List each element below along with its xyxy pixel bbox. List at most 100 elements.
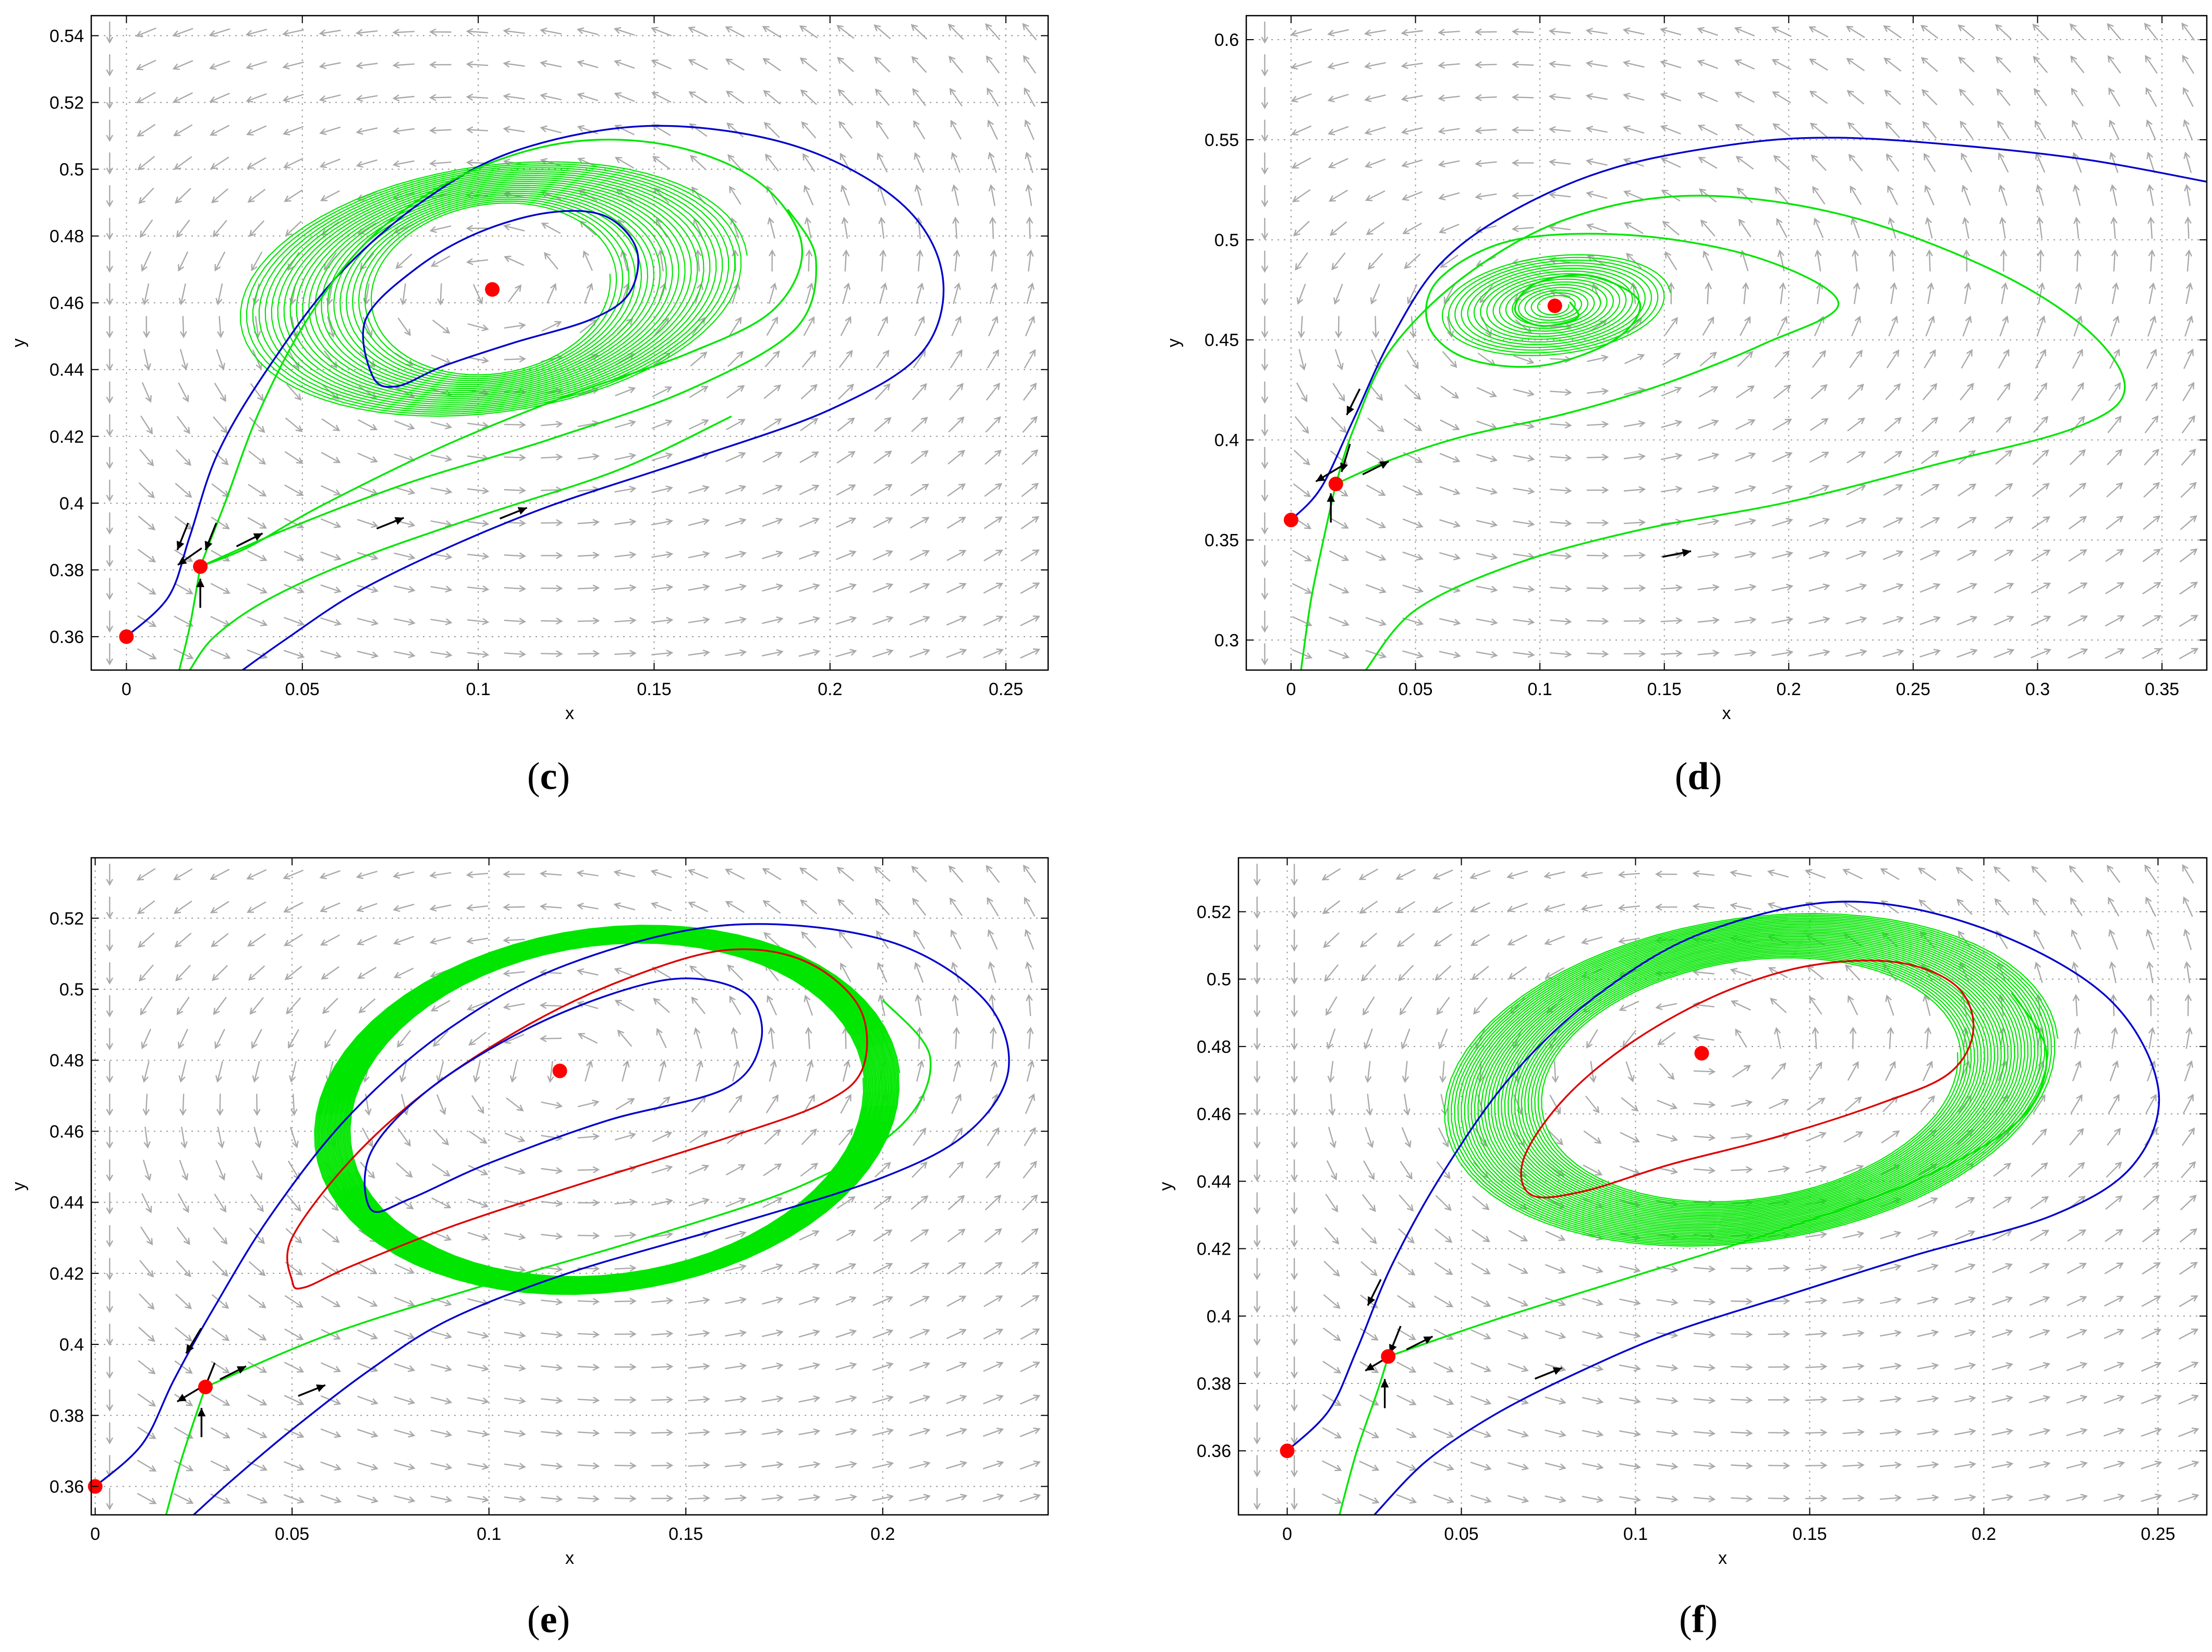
vector-field-arrow	[725, 1395, 747, 1403]
vector-field-arrow	[1402, 1061, 1409, 1083]
vector-field-arrow	[1735, 419, 1756, 430]
vector-field-arrow	[1470, 1362, 1492, 1372]
plot-area-d	[1246, 16, 2207, 670]
vector-field-arrow	[106, 348, 114, 371]
vector-field-arrow	[842, 249, 850, 272]
vector-field-arrow	[2031, 866, 2047, 882]
vector-field-arrow	[1291, 1159, 1298, 1182]
vector-field-arrow	[1656, 1134, 1679, 1142]
vector-field-arrow	[467, 1463, 490, 1471]
vector-field-arrow	[1734, 27, 1755, 37]
vector-field-arrow	[1291, 1323, 1298, 1346]
vector-field-arrow	[2038, 282, 2045, 305]
vector-field-arrow	[987, 897, 999, 917]
vector-field-arrow	[1026, 1027, 1034, 1049]
vector-field-arrow	[762, 900, 781, 914]
vector-field-arrow	[504, 1364, 526, 1371]
vector-field-arrow	[466, 28, 489, 35]
vector-field-arrow	[394, 1396, 416, 1405]
vector-field-arrow	[540, 60, 562, 68]
vector-field-arrow	[1586, 1029, 1598, 1049]
vector-field-arrow	[1328, 649, 1350, 659]
vector-field-arrow	[584, 283, 593, 304]
vector-field-arrow	[909, 1329, 930, 1339]
vector-field-arrow	[137, 124, 156, 137]
vector-field-arrow	[914, 184, 923, 206]
plot-background-c	[91, 16, 1048, 670]
vector-field-arrow	[1842, 1495, 1865, 1502]
vector-field-arrow	[1364, 94, 1386, 102]
vector-field-arrow	[2111, 282, 2119, 305]
x-axis-label: x	[565, 1548, 574, 1568]
vector-field-arrow	[873, 1229, 893, 1242]
vector-field-arrow	[503, 93, 525, 101]
vector-field-arrow	[1253, 1258, 1261, 1280]
vector-field-arrow	[283, 157, 303, 168]
vector-field-arrow	[1883, 57, 1902, 72]
vector-field-arrow	[2179, 1328, 2199, 1340]
vector-field-arrow	[762, 583, 784, 592]
vector-field-arrow	[946, 1262, 966, 1275]
vector-field-arrow	[1888, 315, 1898, 337]
vector-field-arrow	[1991, 1494, 2014, 1501]
vector-field-arrow	[987, 349, 999, 369]
vector-field-arrow	[1586, 158, 1608, 166]
vector-field-arrow	[1809, 452, 1830, 463]
vector-field-arrow	[1998, 994, 2005, 1016]
vector-field-arrow	[576, 968, 599, 976]
vector-field-arrow	[1991, 1362, 2013, 1370]
vector-field-arrow	[651, 649, 674, 657]
vector-field-arrow	[872, 1296, 894, 1306]
vector-field-arrow	[800, 89, 817, 105]
vector-field-arrow	[1545, 1429, 1566, 1438]
vector-field-arrow	[725, 518, 747, 527]
vector-field-arrow	[357, 1495, 379, 1503]
vector-field-arrow	[539, 870, 562, 878]
vector-field-arrow	[874, 56, 891, 73]
vector-field-arrow	[909, 550, 930, 561]
vector-field-arrow	[106, 316, 114, 338]
vector-field-arrow	[911, 1161, 928, 1178]
vector-field-arrow	[946, 1461, 968, 1469]
vector-field-arrow	[576, 870, 599, 877]
vector-field-arrow	[1924, 349, 1936, 369]
vector-field-arrow	[247, 517, 268, 529]
vector-field-arrow	[320, 902, 341, 913]
vector-field-arrow	[1511, 28, 1534, 35]
vector-field-arrow	[1661, 386, 1682, 397]
vector-field-arrow	[1731, 1495, 1753, 1502]
vector-field-arrow	[761, 616, 784, 624]
vector-field-arrow	[1025, 184, 1032, 207]
vector-field-arrow	[2036, 216, 2044, 239]
vector-field-arrow	[106, 1061, 114, 1083]
vector-field-arrow	[284, 551, 305, 561]
vector-field-arrow	[1548, 28, 1571, 35]
equilibrium-saddle	[1328, 477, 1343, 492]
spiral-trajectory	[1441, 254, 1671, 357]
vector-field-arrow	[1848, 153, 1863, 172]
vector-field-arrow	[577, 1462, 600, 1469]
vector-field-arrow	[1404, 253, 1421, 269]
vector-field-arrow	[2179, 548, 2198, 563]
vector-field-arrow	[473, 1061, 481, 1083]
vector-field-arrow	[1923, 1061, 1933, 1082]
vector-field-arrow	[806, 1060, 814, 1082]
vector-field-arrow	[1022, 1194, 1038, 1211]
vector-field-arrow	[652, 386, 673, 397]
vector-field-arrow	[1401, 1028, 1411, 1050]
vector-field-arrow	[982, 1427, 1004, 1437]
vector-field-arrow	[1438, 127, 1460, 135]
vector-field-arrow	[1470, 934, 1490, 946]
vector-field-arrow	[430, 1330, 453, 1339]
vector-field-arrow	[248, 1261, 266, 1277]
vector-field-arrow	[1586, 585, 1609, 592]
vector-field-arrow	[2179, 1261, 2198, 1275]
vector-field-arrow	[216, 316, 224, 338]
vector-field-arrow	[909, 1262, 930, 1274]
vector-field-arrow	[1403, 485, 1424, 496]
vector-field-arrow	[576, 27, 599, 35]
vector-field-arrow	[2068, 615, 2088, 626]
vector-field-arrow	[1508, 1396, 1529, 1405]
vector-field-arrow	[951, 315, 962, 336]
vector-field-arrow	[651, 551, 674, 558]
